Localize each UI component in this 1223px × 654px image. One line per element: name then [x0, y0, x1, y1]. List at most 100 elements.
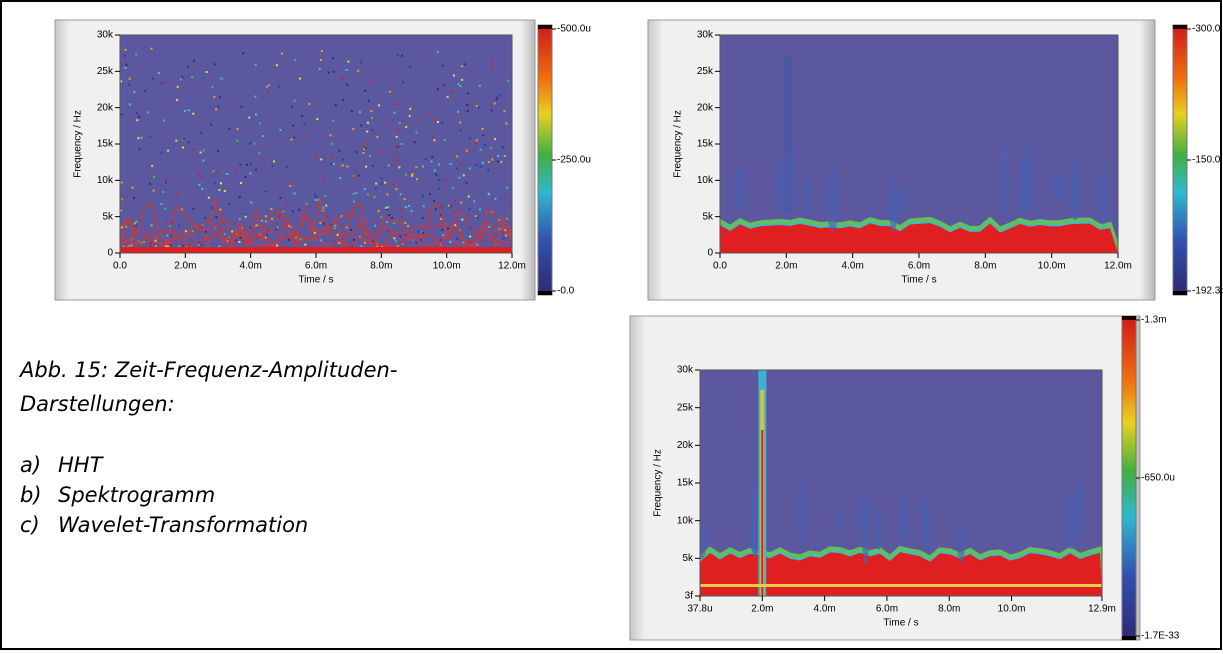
caption-item: Spektrogramm — [58, 483, 215, 507]
heatmap-dot — [210, 123, 213, 126]
heatmap-dot — [219, 208, 222, 211]
heatmap-dot — [353, 176, 356, 179]
heatmap-dot — [438, 163, 441, 166]
heatmap-dot — [460, 201, 463, 204]
heatmap-blob — [956, 520, 966, 563]
heatmap-dot — [415, 178, 418, 181]
heatmap-dot — [421, 194, 424, 197]
heatmap-dot — [374, 224, 377, 227]
heatmap-dot — [184, 230, 187, 233]
heatmap-dot — [488, 225, 491, 228]
heatmap-dot — [360, 245, 363, 248]
heatmap-dot — [304, 134, 307, 137]
heatmap-dot — [314, 195, 317, 198]
heatmap-dot — [179, 78, 182, 81]
heatmap-dot — [218, 245, 221, 248]
heatmap-dot — [202, 159, 205, 162]
heatmap-dot — [400, 216, 403, 219]
heatmap-dot — [213, 95, 216, 98]
heatmap-dot — [468, 208, 471, 211]
heatmap-dot — [276, 244, 279, 247]
heatmap-dot — [123, 54, 126, 57]
heatmap-dot — [477, 106, 480, 109]
heatmap-dot — [333, 70, 336, 73]
heatmap-dot — [238, 241, 241, 244]
heatmap-dot — [324, 194, 327, 197]
heatmap-dot — [120, 181, 123, 184]
heatmap-dot — [498, 228, 501, 231]
heatmap-dot — [192, 112, 195, 115]
heatmap-dot — [138, 115, 141, 118]
heatmap-dot — [178, 224, 181, 227]
caption-marker: a) — [20, 453, 41, 477]
heatmap-dot — [364, 89, 367, 92]
heatmap-dot — [357, 69, 360, 72]
heatmap-dot — [362, 145, 365, 148]
heatmap-dot — [405, 125, 408, 128]
heatmap-blob — [826, 165, 840, 232]
heatmap-dot — [261, 219, 264, 222]
heatmap-dot — [387, 205, 390, 208]
heatmap-dot — [322, 206, 325, 209]
heatmap-dot — [350, 109, 353, 112]
x-tick-label: 6.0m — [876, 604, 898, 615]
heatmap-dot — [212, 170, 215, 173]
heatmap-dot — [244, 213, 247, 216]
heatmap-dot — [301, 114, 304, 117]
heatmap-dot — [275, 228, 278, 231]
heatmap-dot — [415, 131, 418, 134]
heatmap-dot — [345, 226, 348, 229]
heatmap-dot — [198, 240, 201, 243]
y-tick-label: 15k — [677, 478, 694, 489]
heatmap-dot — [152, 189, 155, 192]
colorbar-label: -300.0 — [1192, 24, 1221, 35]
heatmap-blob — [700, 521, 707, 560]
heatmap-blob — [1073, 482, 1085, 542]
heatmap-dot — [332, 119, 335, 122]
heatmap-dot — [433, 200, 436, 203]
x-tick-label: 2.0m — [751, 604, 773, 615]
heatmap-dot — [436, 219, 439, 222]
heatmap-dot — [163, 119, 166, 122]
heatmap-dot — [439, 239, 442, 242]
heatmap-dot — [154, 245, 157, 248]
chart-panel: 30k 25k 20k 15k 10k 5k 00.0 2.0m 4.0m 6.0m 8.0m 10.… — [647, 19, 1223, 301]
x-tick-label: 6.0m — [305, 261, 327, 272]
heatmap-dot — [416, 230, 419, 233]
heatmap-dot — [180, 208, 183, 211]
heatmap-dot — [410, 210, 413, 213]
heatmap-dot — [120, 80, 123, 83]
heatmap-dot — [183, 109, 186, 112]
heatmap-dot — [131, 186, 134, 189]
heatmap-dot — [491, 158, 494, 161]
heatmap-dot — [393, 111, 396, 114]
heatmap-dot — [359, 124, 362, 127]
heatmap-dot — [369, 79, 372, 82]
heatmap-dot — [162, 190, 165, 193]
heatmap-blob — [875, 506, 882, 551]
heatmap-dot — [457, 208, 460, 211]
heatmap-dot — [120, 209, 123, 212]
heatmap-dot — [430, 160, 433, 163]
heatmap-dot — [239, 236, 242, 239]
heatmap-dot — [493, 102, 496, 105]
heatmap-dot — [291, 106, 294, 109]
heatmap-dot — [160, 202, 163, 205]
heatmap-dot — [459, 121, 462, 124]
heatmap-dot — [487, 192, 490, 195]
heatmap-dot — [338, 241, 341, 244]
heatmap-dot — [454, 224, 457, 227]
heatmap-dot — [342, 99, 345, 102]
heatmap-dot — [120, 226, 123, 229]
heatmap-dot — [303, 123, 306, 126]
x-axis-label: Time / s — [883, 618, 918, 629]
heatmap-dot — [404, 221, 407, 224]
heatmap-dot — [434, 119, 437, 122]
heatmap-dot — [481, 161, 484, 164]
heatmap-dot — [255, 224, 258, 227]
heatmap-dot — [490, 109, 493, 112]
heatmap-dot — [466, 92, 469, 95]
heatmap-dot — [478, 84, 481, 87]
heatmap-dot — [503, 155, 506, 158]
caption-title: Darstellungen: — [20, 392, 175, 416]
